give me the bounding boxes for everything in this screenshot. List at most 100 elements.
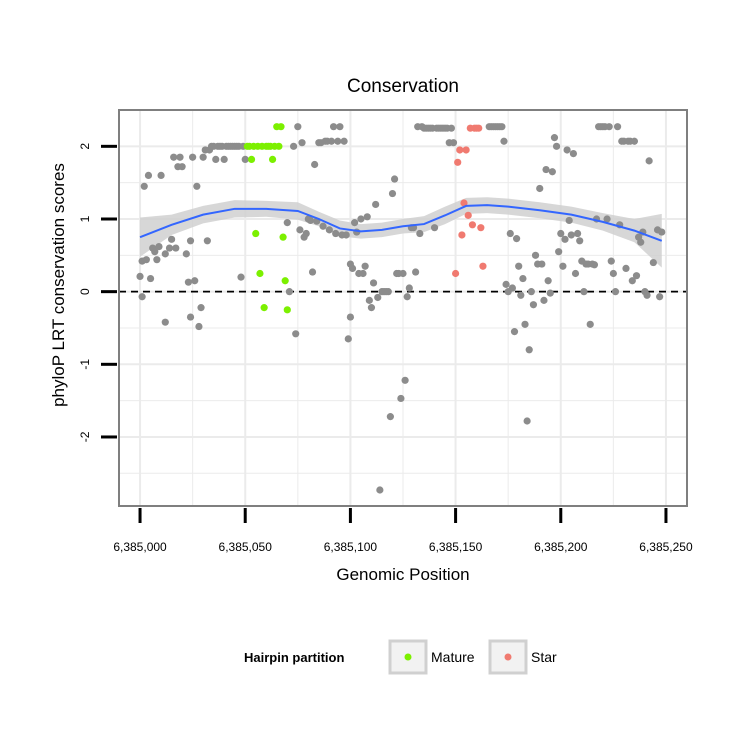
- chart-title: Conservation: [347, 76, 459, 97]
- point-other: [430, 224, 439, 232]
- point-other: [197, 304, 205, 312]
- point-other: [186, 313, 195, 321]
- point-other: [161, 250, 169, 258]
- point-other: [325, 226, 333, 234]
- point-other: [401, 376, 409, 384]
- point-other: [552, 142, 561, 150]
- point-mature: [260, 304, 268, 312]
- point-other: [611, 288, 620, 296]
- point-star: [464, 211, 472, 219]
- point-other: [285, 288, 293, 296]
- point-other: [515, 262, 523, 270]
- point-other: [586, 320, 594, 328]
- point-star: [468, 221, 477, 229]
- point-other: [191, 277, 199, 285]
- point-other: [622, 264, 630, 272]
- point-other: [161, 318, 169, 326]
- point-other: [176, 153, 184, 161]
- point-other: [302, 229, 310, 238]
- legend-label-star: Star: [531, 649, 557, 665]
- point-other: [283, 219, 291, 227]
- point-star: [462, 146, 470, 154]
- point-other: [571, 269, 580, 278]
- point-other: [561, 235, 569, 243]
- point-other: [351, 219, 359, 227]
- point-other: [144, 171, 153, 179]
- point-other: [369, 279, 378, 287]
- point-mature: [268, 155, 277, 164]
- point-star: [454, 158, 462, 166]
- point-other: [449, 139, 458, 147]
- point-other: [167, 235, 176, 243]
- legend-item-star: Star: [488, 639, 557, 675]
- point-other: [155, 243, 163, 251]
- point-other: [559, 262, 567, 270]
- point-other: [565, 216, 573, 225]
- point-other: [546, 289, 554, 297]
- point-other: [416, 229, 424, 238]
- point-other: [536, 184, 544, 193]
- confidence-band: [140, 197, 662, 268]
- point-other: [569, 149, 578, 158]
- point-other: [525, 346, 533, 354]
- point-other: [140, 182, 148, 190]
- point-mature: [252, 229, 260, 238]
- point-other: [403, 293, 411, 301]
- point-mature: [279, 233, 287, 241]
- point-other: [220, 155, 228, 164]
- point-other: [363, 213, 371, 221]
- point-other: [523, 417, 531, 425]
- point-other: [142, 256, 150, 264]
- legend-title: Hairpin partition: [244, 650, 344, 665]
- point-mature: [277, 123, 285, 131]
- point-other: [146, 274, 155, 283]
- point-other: [367, 304, 376, 312]
- x-tick-label: 6,385,200: [534, 540, 588, 554]
- point-star: [451, 269, 460, 278]
- point-other: [388, 189, 397, 198]
- y-tick-label: -1: [78, 359, 92, 370]
- point-other: [136, 272, 144, 280]
- point-other: [329, 123, 338, 131]
- point-other: [319, 222, 327, 230]
- point-other: [332, 229, 340, 238]
- y-axis-title: phyloP LRT conservation scores: [49, 163, 68, 407]
- point-other: [336, 123, 344, 131]
- point-mature: [247, 155, 256, 164]
- point-other: [447, 124, 455, 132]
- panel-border: [118, 109, 688, 507]
- point-other: [384, 288, 392, 296]
- point-other: [399, 269, 407, 278]
- point-other: [372, 200, 380, 209]
- point-other: [344, 335, 352, 343]
- point-other: [498, 123, 506, 131]
- point-other: [557, 229, 565, 238]
- legend: Hairpin partition Mature Star: [244, 639, 557, 675]
- point-star: [460, 199, 468, 207]
- point-other: [508, 284, 516, 292]
- point-star: [477, 224, 485, 232]
- point-other: [153, 256, 161, 264]
- point-other: [376, 486, 384, 494]
- point-other: [632, 272, 641, 280]
- point-other: [342, 231, 350, 239]
- point-star: [479, 262, 487, 270]
- point-other: [361, 262, 369, 270]
- point-other: [550, 134, 559, 142]
- point-other: [178, 163, 186, 171]
- point-other: [340, 137, 348, 145]
- legend-item-mature: Mature: [388, 639, 475, 675]
- point-other: [193, 182, 201, 190]
- x-axis-title: Genomic Position: [336, 565, 469, 584]
- point-other: [290, 142, 298, 150]
- point-other: [237, 273, 245, 281]
- point-other: [212, 155, 220, 164]
- point-other: [405, 284, 413, 292]
- point-other: [580, 288, 588, 296]
- plot-panel: [118, 109, 688, 507]
- point-other: [643, 291, 651, 299]
- x-tick-label: 6,385,100: [324, 540, 378, 554]
- point-other: [298, 139, 306, 147]
- point-other: [203, 237, 211, 245]
- point-other: [544, 277, 552, 285]
